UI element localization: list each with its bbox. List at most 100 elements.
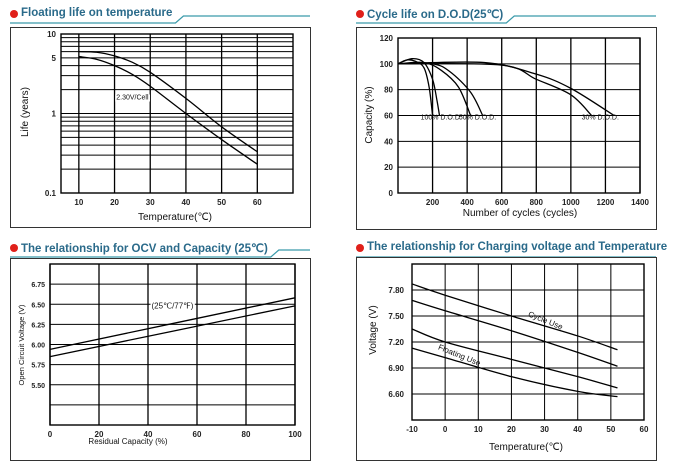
x-axis-label: Number of cycles (cycles) — [463, 208, 577, 219]
x-tick-label: 1200 — [597, 198, 615, 207]
y-tick-label: 6.60 — [388, 390, 404, 399]
y-tick-label: 60 — [384, 112, 393, 121]
y-tick-label: 6.75 — [31, 282, 45, 289]
x-tick-label: 1400 — [631, 198, 649, 207]
title-rule — [10, 249, 310, 258]
y-tick-label: 7.50 — [388, 312, 404, 321]
y-axis-label: Capacity (%) — [364, 86, 375, 143]
x-tick-label: 40 — [573, 425, 582, 434]
x-tick-label: 600 — [495, 198, 509, 207]
series-line — [411, 299, 618, 367]
plot-frame — [397, 37, 641, 194]
x-axis-label: Temperature(℃) — [138, 212, 212, 223]
chart-title: The relationship for Charging voltage an… — [367, 241, 668, 253]
chart-title: The relationship for OCV and Capacity (2… — [21, 243, 268, 255]
bullet-icon — [10, 244, 18, 252]
bullet-icon — [10, 10, 18, 18]
x-tick-label: 10 — [474, 425, 483, 434]
y-tick-label: 6.25 — [31, 322, 45, 329]
chart-panel — [10, 27, 311, 228]
series-line — [49, 305, 296, 358]
series-line — [397, 61, 472, 116]
chart-title: Floating life on temperature — [21, 7, 173, 19]
x-tick-label: 60 — [640, 425, 649, 434]
series-line — [78, 50, 258, 153]
x-axis-label: Residual Capacity (%) — [88, 437, 167, 446]
x-tick-label: 30 — [540, 425, 549, 434]
x-tick-label: 0 — [443, 425, 448, 434]
x-tick-label: 40 — [144, 430, 153, 439]
chart-panel — [356, 257, 657, 461]
x-tick-label: 50 — [217, 198, 226, 207]
y-tick-label: 5 — [52, 54, 57, 63]
title-rule — [10, 15, 310, 24]
title-rule — [356, 15, 656, 24]
y-axis-label: Open Circuit Voltage (V) — [17, 304, 26, 385]
y-tick-label: 6.50 — [31, 302, 45, 309]
grid — [61, 33, 293, 194]
annotation: Cycle Use — [527, 310, 565, 332]
x-tick-label: 20 — [507, 425, 516, 434]
series-line — [397, 61, 615, 117]
x-tick-label: 80 — [242, 430, 251, 439]
plot-frame — [411, 263, 645, 421]
x-tick-label: 20 — [110, 198, 119, 207]
chart-header: Floating life on temperature — [10, 4, 310, 24]
y-tick-label: 1 — [52, 110, 57, 119]
y-tick-label: 40 — [384, 137, 393, 146]
bullet-icon — [356, 244, 364, 252]
annotation: 30% D.O.D. — [582, 114, 619, 121]
x-tick-label: 100 — [288, 430, 302, 439]
x-tick-label: 60 — [253, 198, 262, 207]
y-tick-label: 5.50 — [31, 383, 45, 390]
annotation: (25℃/77℉) — [152, 301, 194, 310]
x-tick-label: 50 — [606, 425, 615, 434]
series-line — [411, 347, 618, 398]
annotation: 50% D.O.D. — [459, 114, 496, 121]
series-line — [397, 57, 441, 116]
y-tick-label: 6.90 — [388, 364, 404, 373]
y-axis-label: Life (years) — [20, 87, 31, 137]
series-line — [78, 55, 258, 165]
y-tick-label: 80 — [384, 86, 393, 95]
x-tick-label: 60 — [193, 430, 202, 439]
x-tick-label: 400 — [460, 198, 474, 207]
x-tick-label: -10 — [406, 425, 418, 434]
plot-frame — [49, 263, 296, 426]
series-line — [49, 297, 296, 350]
chart-header: The relationship for OCV and Capacity (2… — [10, 238, 310, 258]
chart-header: Cycle life on D.O.D(25℃) — [356, 4, 656, 24]
x-tick-label: 1000 — [562, 198, 580, 207]
x-tick-label: 800 — [530, 198, 544, 207]
plot-frame — [60, 33, 294, 194]
x-tick-label: 20 — [95, 430, 104, 439]
y-tick-label: 10 — [47, 30, 56, 39]
x-tick-label: 10 — [74, 198, 83, 207]
series-line — [397, 62, 593, 116]
y-tick-label: 7.80 — [388, 286, 404, 295]
x-tick-label: 0 — [48, 430, 53, 439]
annotation: 100% D.O.D. — [421, 114, 462, 121]
y-tick-label: 5.75 — [31, 363, 45, 370]
y-tick-label: 20 — [384, 163, 393, 172]
y-tick-label: 6.00 — [31, 343, 45, 350]
y-tick-label: 0 — [389, 189, 394, 198]
chart-title: Cycle life on D.O.D(25℃) — [367, 9, 504, 21]
y-tick-label: 7.20 — [388, 338, 404, 347]
x-tick-label: 30 — [146, 198, 155, 207]
x-tick-label: 200 — [426, 198, 440, 207]
y-tick-label: 100 — [380, 60, 394, 69]
annotation: 2.30V/Cell — [116, 95, 149, 102]
y-tick-label: 0.1 — [45, 189, 57, 198]
series-line — [411, 283, 618, 351]
bullet-icon — [356, 10, 364, 18]
chart-panel — [10, 258, 311, 461]
series-line — [411, 328, 618, 389]
y-axis-label: Voltage (V) — [368, 305, 379, 354]
x-axis-label: Temperature(℃) — [489, 442, 563, 453]
x-tick-label: 40 — [181, 198, 190, 207]
